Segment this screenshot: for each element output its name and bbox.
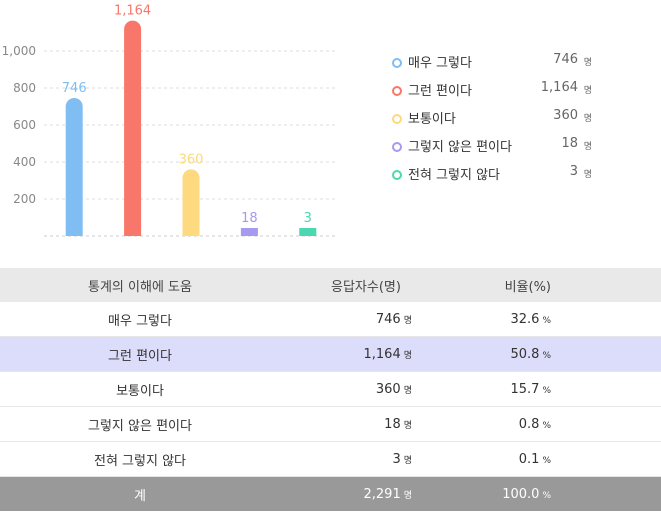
- ratio-value: 50.8: [510, 346, 540, 362]
- row-ratio: 32.6%: [412, 302, 661, 337]
- row-label: 그렇지 않은 편이다: [0, 406, 280, 442]
- legend-unit: 명: [583, 142, 592, 152]
- y-tick-label: 1,000: [2, 44, 36, 58]
- count-unit: 명: [403, 385, 412, 396]
- ratio-unit: %: [542, 385, 551, 396]
- table-total-row: 계 2,291 명 100.0%: [0, 476, 661, 511]
- bar-0: [65, 97, 83, 237]
- chart-legend: 매우 그렇다 746 명 그런 편이다 1,164 명 보통이다 360 명 그…: [392, 52, 592, 192]
- count-value: 360: [375, 381, 401, 397]
- bar-1: [124, 20, 142, 236]
- ratio-value: 0.1: [518, 451, 540, 467]
- legend-item: 매우 그렇다 746 명: [392, 52, 592, 80]
- ratio-value: 32.6: [510, 311, 540, 327]
- bar-base-2: [182, 227, 200, 236]
- legend-dot-3: [392, 142, 402, 152]
- legend-label: 그런 편이다: [408, 84, 472, 99]
- legend-value: 3: [569, 164, 578, 179]
- bar-base-0: [65, 227, 83, 236]
- data-label: 18: [241, 211, 258, 226]
- header-count: 응답자수(명): [280, 268, 412, 302]
- legend-item: 그런 편이다 1,164 명: [392, 80, 592, 108]
- count-unit: 명: [403, 455, 412, 466]
- ratio-unit: %: [542, 350, 551, 361]
- data-label: 746: [62, 81, 87, 96]
- legend-item: 전혀 그렇지 않다 3 명: [392, 164, 592, 192]
- row-count: 360 명: [280, 371, 412, 407]
- data-label: 360: [179, 152, 204, 167]
- row-count: 746 명: [280, 302, 412, 337]
- legend-dot-4: [392, 170, 402, 180]
- row-ratio: 0.1%: [412, 441, 661, 477]
- y-tick-label: 400: [13, 155, 36, 169]
- row-label: 그런 편이다: [0, 336, 280, 372]
- legend-dot-2: [392, 114, 402, 124]
- count-value: 3: [392, 451, 401, 467]
- row-count: 18 명: [280, 406, 412, 442]
- row-label: 보통이다: [0, 371, 280, 407]
- data-label: 1,164: [114, 4, 151, 19]
- ratio-value: 100.0: [502, 486, 540, 502]
- bar-2: [182, 169, 200, 236]
- legend-label: 그렇지 않은 편이다: [408, 140, 512, 155]
- row-label: 전혀 그렇지 않다: [0, 441, 280, 477]
- total-label: 계: [0, 476, 280, 511]
- ratio-unit: %: [542, 315, 551, 326]
- legend-value: 360: [553, 108, 578, 123]
- count-value: 18: [384, 416, 401, 432]
- count-value: 746: [375, 311, 401, 327]
- total-count: 2,291 명: [280, 476, 412, 511]
- y-tick-label: 200: [13, 192, 36, 206]
- row-count: 1,164 명: [280, 336, 412, 372]
- legend-unit: 명: [583, 114, 592, 124]
- legend-item: 그렇지 않은 편이다 18 명: [392, 136, 592, 164]
- count-value: 2,291: [363, 486, 401, 502]
- ratio-unit: %: [542, 455, 551, 466]
- bar-base-1: [124, 227, 142, 236]
- legend-label: 매우 그렇다: [408, 56, 472, 71]
- y-tick-label: 800: [13, 81, 36, 95]
- table-row: 그렇지 않은 편이다 18 명 0.8%: [0, 406, 661, 442]
- row-ratio: 15.7%: [412, 371, 661, 407]
- legend-item: 보통이다 360 명: [392, 108, 592, 136]
- data-label: 3: [304, 211, 312, 226]
- count-value: 1,164: [363, 346, 401, 362]
- table-header-row: 통계의 이해에 도움 응답자수(명) 비율(%): [0, 268, 661, 302]
- row-label: 매우 그렇다: [0, 302, 280, 337]
- ratio-unit: %: [542, 420, 551, 431]
- count-unit: 명: [403, 350, 412, 361]
- legend-value: 746: [553, 52, 578, 67]
- legend-label: 전혀 그렇지 않다: [408, 168, 500, 183]
- legend-label: 보통이다: [408, 112, 456, 127]
- total-ratio: 100.0%: [412, 476, 661, 511]
- count-unit: 명: [403, 315, 412, 326]
- count-unit: 명: [403, 420, 412, 431]
- count-unit: 명: [403, 490, 412, 501]
- bar-chart: 200 400 600 800 1,000 746 1,164 360 18 3: [2, 4, 336, 237]
- table-row: 매우 그렇다 746 명 32.6%: [0, 302, 661, 337]
- header-category: 통계의 이해에 도움: [0, 268, 280, 302]
- ratio-value: 0.8: [518, 416, 540, 432]
- ratio-unit: %: [542, 490, 551, 501]
- bar-base-3: [240, 228, 258, 236]
- legend-unit: 명: [583, 58, 592, 68]
- ratio-value: 15.7: [510, 381, 540, 397]
- y-tick-label: 600: [13, 118, 36, 132]
- row-ratio: 50.8%: [412, 336, 661, 372]
- legend-value: 1,164: [540, 80, 578, 95]
- legend-unit: 명: [583, 170, 592, 180]
- legend-dot-0: [392, 58, 402, 68]
- table-row: 보통이다 360 명 15.7%: [0, 371, 661, 407]
- bar-base-4: [299, 228, 317, 236]
- legend-dot-1: [392, 86, 402, 96]
- table-row-highlighted: 그런 편이다 1,164 명 50.8%: [0, 336, 661, 372]
- legend-value: 18: [561, 136, 578, 151]
- data-table: 통계의 이해에 도움 응답자수(명) 비율(%) 매우 그렇다 746 명 32.…: [0, 268, 661, 511]
- header-ratio: 비율(%): [412, 268, 661, 302]
- row-ratio: 0.8%: [412, 406, 661, 442]
- legend-unit: 명: [583, 86, 592, 96]
